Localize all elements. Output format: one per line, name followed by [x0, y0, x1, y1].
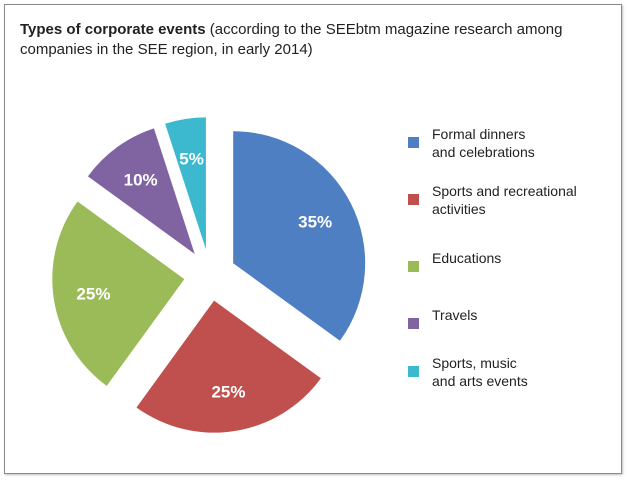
legend-label: Educations: [432, 250, 502, 266]
slice-label: 25%: [76, 284, 110, 303]
slice-label: 25%: [211, 383, 245, 402]
slice-label: 5%: [179, 149, 204, 168]
legend-swatch: [408, 194, 419, 205]
slice-label: 10%: [124, 171, 158, 190]
chart-title: Types of corporate events (according to …: [20, 20, 610, 60]
slice-label: 35%: [298, 212, 332, 231]
legend-label: Formal dinners and celebrations: [432, 126, 535, 160]
pie-slice-educations: [52, 201, 185, 386]
legend-label: Sports and recreational activities: [432, 183, 577, 217]
chart-title-bold: Types of corporate events: [20, 21, 206, 38]
legend-swatch: [408, 318, 419, 329]
legend-swatch: [408, 366, 419, 377]
chart-title-rest: (according to the SEEbtm magazine resear…: [20, 21, 563, 58]
legend-swatch: [408, 137, 419, 148]
pie-slice-sports-recreational: [136, 300, 321, 433]
legend-label: Sports, music and arts events: [432, 355, 528, 389]
pie-slice-formal-dinners: [233, 131, 366, 341]
legend-swatch: [408, 261, 419, 272]
pie-slice-travels: [87, 128, 195, 254]
legend-label: Travels: [432, 307, 478, 323]
pie-slice-sports-music-arts: [165, 117, 206, 250]
